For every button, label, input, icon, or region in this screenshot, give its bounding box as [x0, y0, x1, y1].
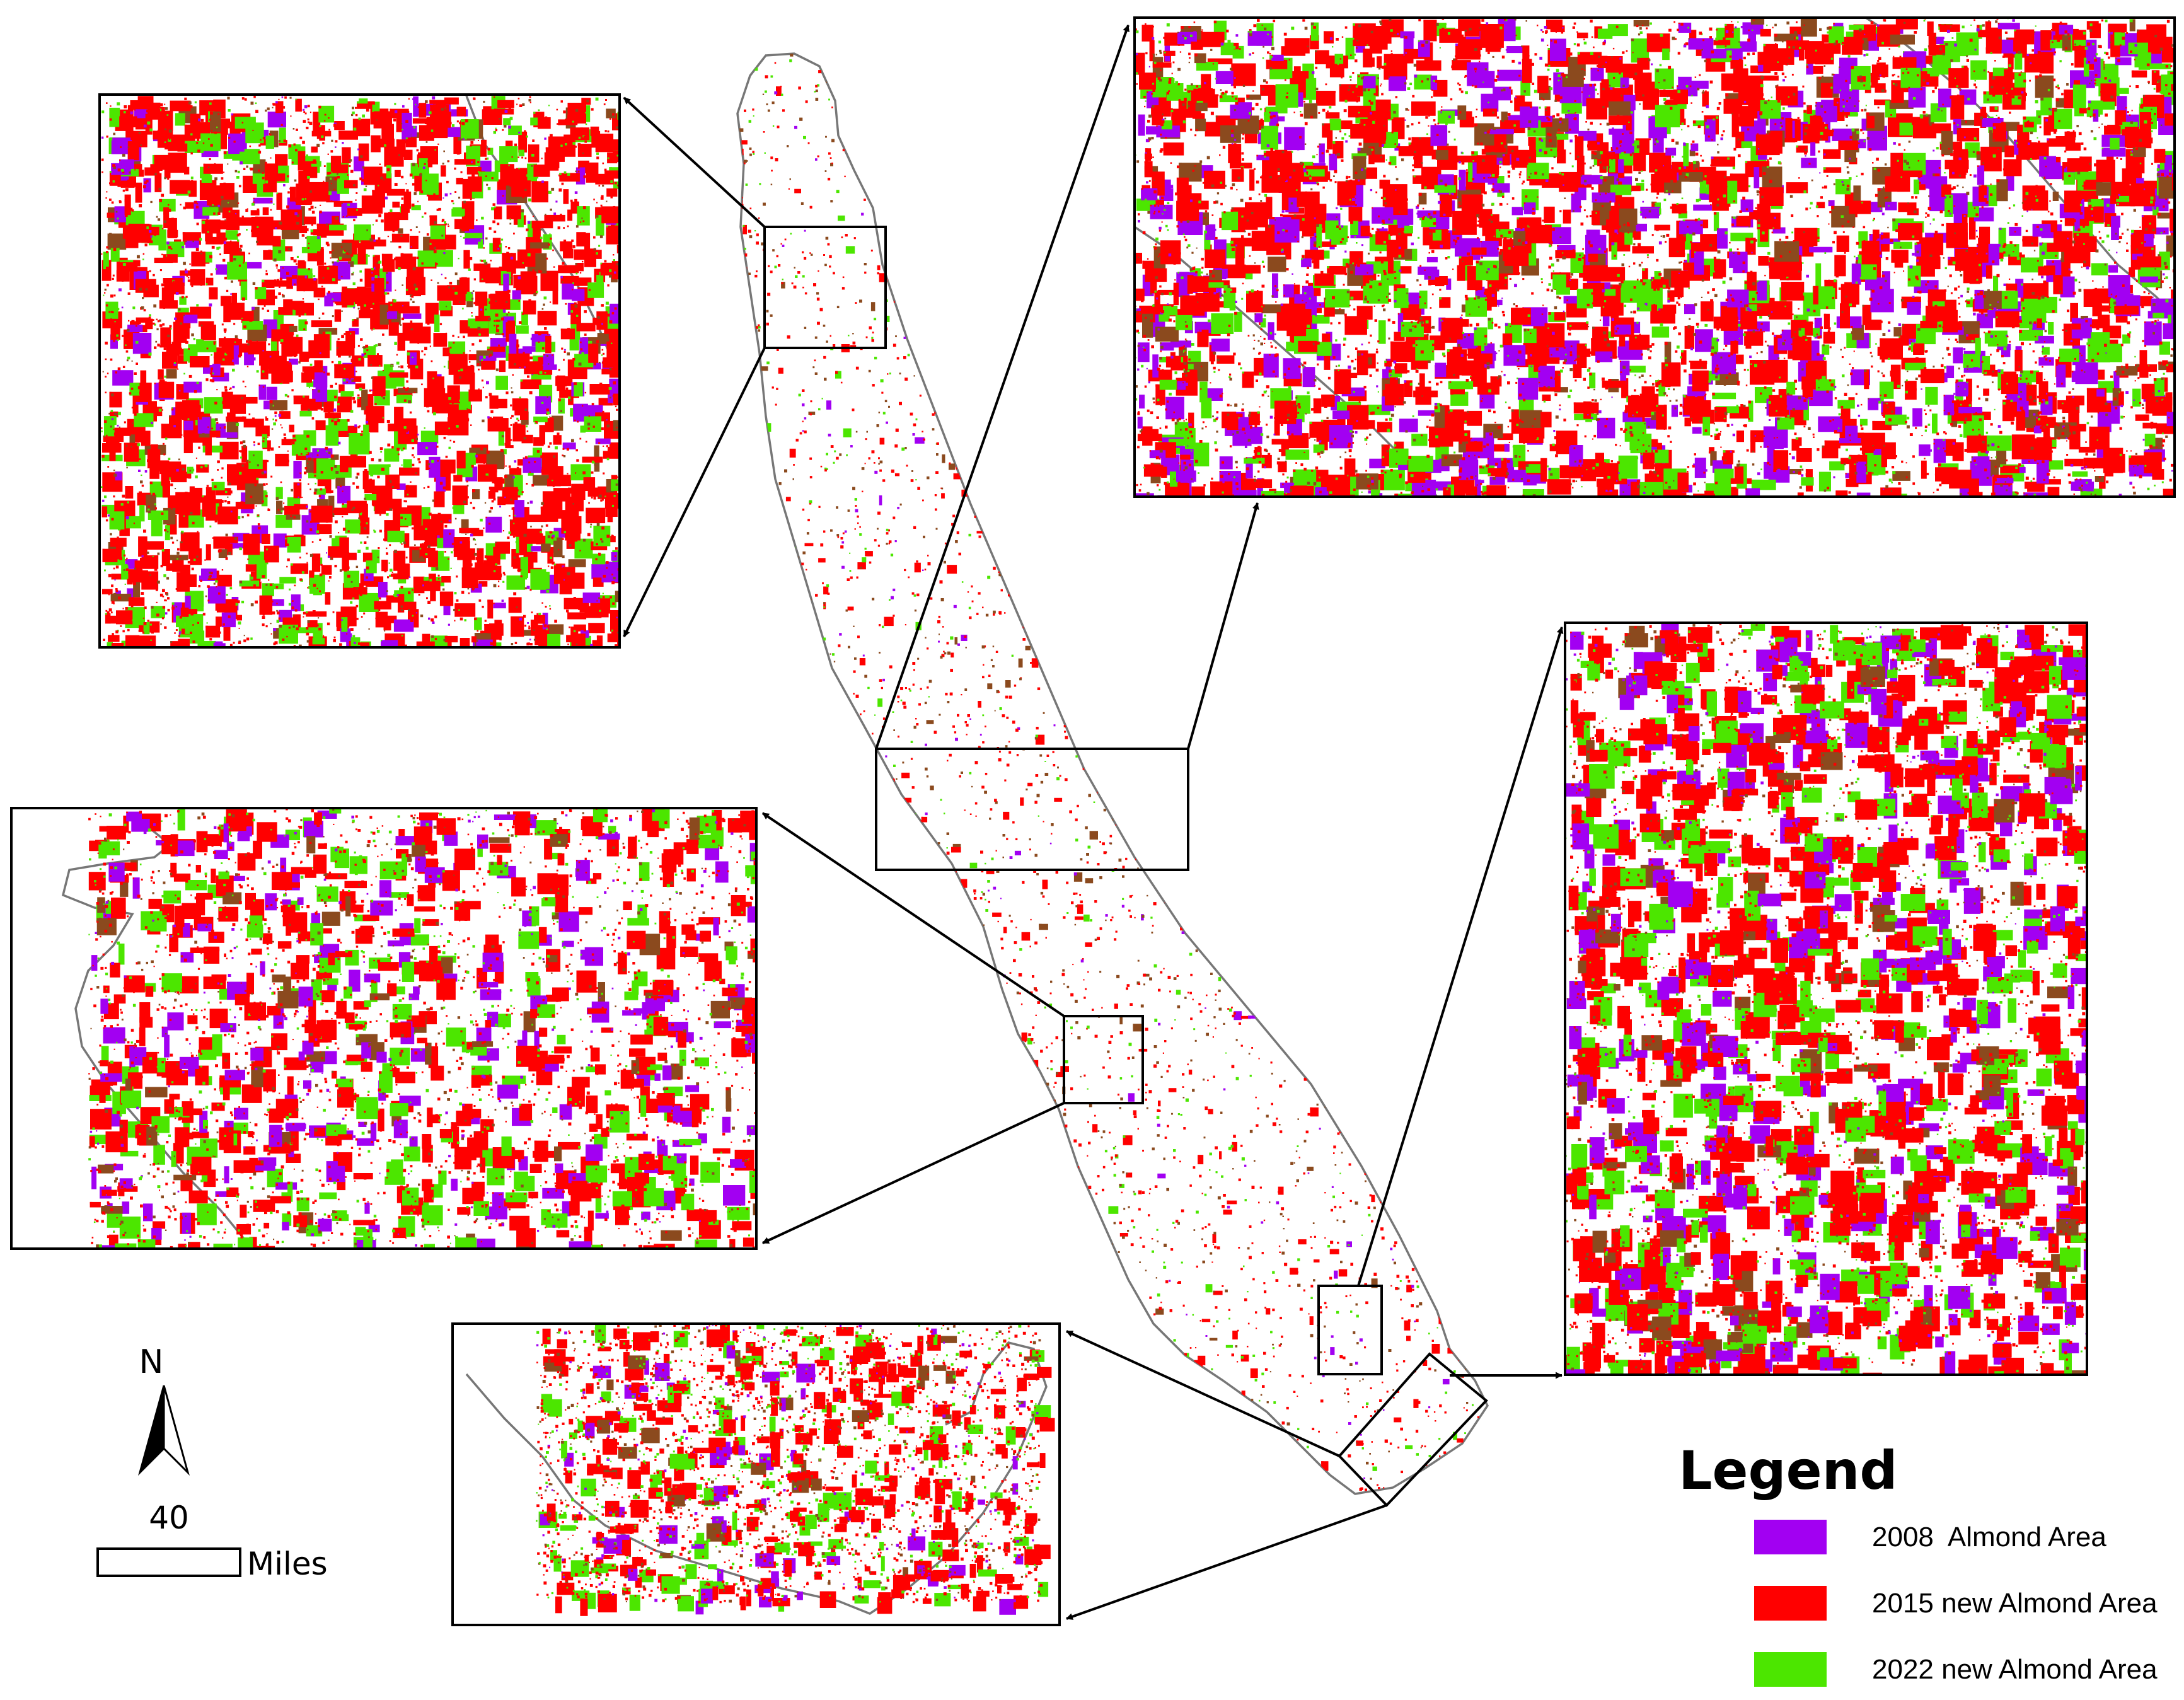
location-box-central-east [875, 748, 1189, 871]
inset-central-west-boundary [61, 818, 253, 1249]
scale-bar-graphic [96, 1547, 241, 1577]
leader-lines [623, 24, 1564, 1620]
inset-south-east-almond-pixels [1565, 623, 2087, 1375]
scale-bar-value: 40 [149, 1500, 189, 1536]
legend-label-2015: 2015 new Almond Area [1872, 1588, 2158, 1619]
location-box-south-east [1317, 1285, 1383, 1375]
inset-north [98, 93, 621, 649]
legend-swatch-2008 [1754, 1520, 1827, 1554]
north-arrow: N [138, 1343, 190, 1476]
inset-south-east [1564, 622, 2088, 1376]
scale-bar: 40 Miles [96, 1500, 328, 1582]
inset-central-east [1133, 16, 2176, 498]
inset-central-west-almond-pixels [88, 808, 756, 1249]
legend-swatch-2022 [1754, 1652, 1827, 1687]
location-box-central-west [1063, 1015, 1144, 1104]
legend: Legend 2008 Almond Area 2015 new Almond … [1678, 1440, 2158, 1687]
scale-bar-unit: Miles [247, 1546, 328, 1582]
legend-label-2022: 2022 new Almond Area [1872, 1654, 2158, 1685]
location-box-north [763, 226, 887, 349]
inset-central-west [10, 807, 758, 1250]
legend-swatch-2015 [1754, 1586, 1827, 1621]
inset-south-tip-almond-pixels [536, 1324, 1055, 1616]
valley-outline [736, 52, 1489, 1495]
north-arrow-label: N [139, 1343, 164, 1381]
inset-north-almond-pixels [101, 96, 620, 647]
location-box-south-tip [1338, 1352, 1488, 1507]
inset-south-tip [451, 1322, 1061, 1626]
legend-label-2008: 2008 Almond Area [1872, 1522, 2106, 1553]
inset-central-east-almond-pixels [1135, 18, 2175, 497]
legend-title: Legend [1678, 1440, 1898, 1501]
north-arrow-icon [138, 1385, 165, 1476]
